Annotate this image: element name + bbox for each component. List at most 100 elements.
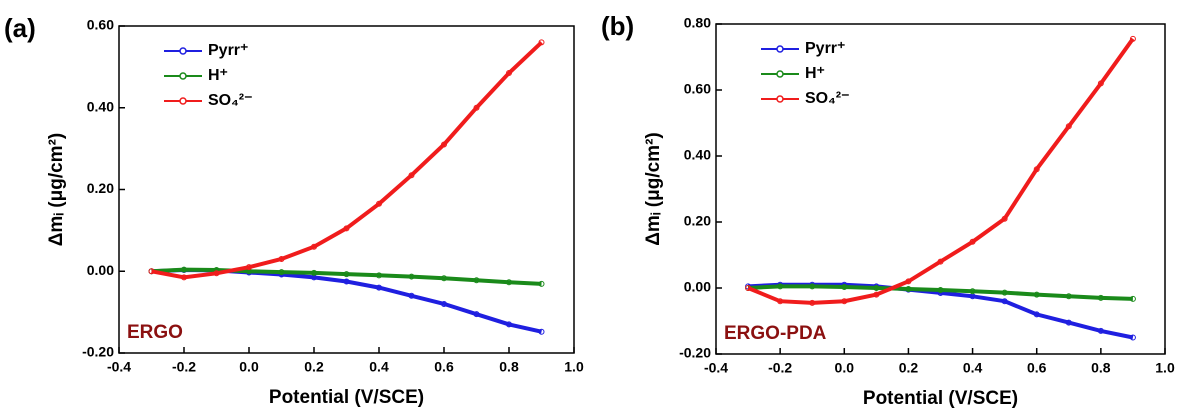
point	[376, 284, 382, 291]
point	[1097, 294, 1104, 301]
point	[311, 243, 317, 250]
point	[1001, 289, 1008, 296]
x-tick-label: 1.0	[1155, 360, 1175, 376]
y-tick-label: 0.40	[87, 98, 114, 114]
legend-label: H⁺	[208, 67, 228, 84]
point	[873, 291, 880, 298]
x-tick-label: 0.4	[369, 359, 389, 375]
point	[343, 225, 350, 232]
point	[213, 270, 220, 277]
x-tick-label: 0.4	[963, 360, 983, 376]
point	[181, 274, 187, 281]
legend-label: Pyrr⁺	[805, 40, 845, 57]
x-tick-label: 0.2	[899, 360, 919, 376]
series-line	[151, 267, 542, 286]
legend-marker	[776, 45, 784, 53]
point	[969, 288, 976, 295]
point	[937, 286, 944, 293]
point	[441, 275, 447, 282]
y-tick-label: 0.00	[684, 279, 711, 295]
point	[1097, 80, 1104, 87]
point	[969, 238, 976, 245]
point	[441, 141, 447, 148]
y-tick-label: 0.40	[684, 147, 711, 163]
point	[246, 264, 252, 271]
legend-label: H⁺	[805, 65, 825, 82]
point	[506, 70, 512, 77]
point	[506, 279, 512, 286]
point	[343, 271, 350, 278]
point	[408, 273, 415, 280]
y-axis-title: Δmᵢ (μg/cm²)	[643, 132, 664, 245]
x-tick-label: 1.0	[564, 359, 584, 375]
annotation: ERGO	[127, 322, 183, 343]
y-tick-label: 0.20	[87, 180, 114, 196]
y-tick-label: 0.20	[684, 213, 711, 229]
y-tick-label: 0.00	[87, 262, 114, 278]
y-tick-label: 0.60	[87, 17, 114, 33]
point	[343, 278, 350, 285]
point	[181, 266, 187, 273]
point	[905, 285, 912, 292]
x-tick-label: -0.4	[704, 360, 728, 376]
point	[841, 284, 848, 291]
point	[441, 300, 447, 307]
legend-marker	[776, 95, 784, 103]
y-tick-label: 0.80	[684, 15, 711, 31]
series-line	[151, 40, 543, 280]
point	[538, 39, 545, 46]
point	[1033, 291, 1040, 298]
point	[1033, 166, 1040, 173]
legend-marker	[179, 72, 187, 80]
point	[777, 283, 784, 290]
x-tick-label: 0.6	[434, 359, 454, 375]
point	[538, 280, 545, 287]
point	[809, 299, 816, 306]
x-axis-title: Potential (V/SCE)	[863, 388, 1018, 409]
point	[278, 255, 285, 262]
point	[473, 311, 480, 318]
point	[1001, 298, 1008, 305]
x-tick-label: 0.8	[499, 359, 519, 375]
y-tick-label: -0.20	[679, 345, 711, 361]
x-tick-label: 0.0	[239, 359, 259, 375]
point	[278, 269, 285, 276]
y-tick-label: -0.20	[82, 344, 114, 360]
panel-label: (a)	[4, 13, 36, 43]
point	[376, 200, 382, 207]
point	[1129, 295, 1136, 302]
x-axis-title: Potential (V/SCE)	[269, 387, 424, 408]
point	[1065, 319, 1072, 326]
point	[841, 298, 848, 305]
x-tick-label: -0.2	[172, 359, 196, 375]
point	[1097, 327, 1104, 334]
y-tick-label: 0.60	[684, 81, 711, 97]
point	[809, 283, 816, 290]
point	[311, 269, 317, 276]
x-tick-label: -0.2	[768, 360, 792, 376]
legend-marker	[776, 70, 784, 78]
point	[777, 298, 784, 305]
point	[376, 272, 382, 279]
plot-frame	[715, 23, 1166, 355]
point	[408, 292, 415, 299]
series-line	[747, 37, 1135, 305]
legend-label: SO₄²⁻	[208, 92, 253, 109]
point	[1129, 35, 1136, 42]
x-tick-label: 0.2	[304, 359, 324, 375]
point	[905, 278, 912, 285]
point	[1065, 293, 1072, 300]
x-tick-label: 0.0	[835, 360, 855, 376]
legend-label: SO₄²⁻	[805, 90, 850, 107]
point	[745, 285, 752, 291]
point	[473, 277, 480, 284]
point	[1033, 311, 1040, 318]
x-tick-label: -0.4	[107, 359, 131, 375]
legend-marker	[179, 47, 187, 55]
legend-label: Pyrr⁺	[208, 42, 248, 59]
point	[148, 268, 155, 275]
point	[1065, 123, 1072, 130]
plot-frame	[118, 25, 575, 354]
point	[1001, 215, 1008, 222]
